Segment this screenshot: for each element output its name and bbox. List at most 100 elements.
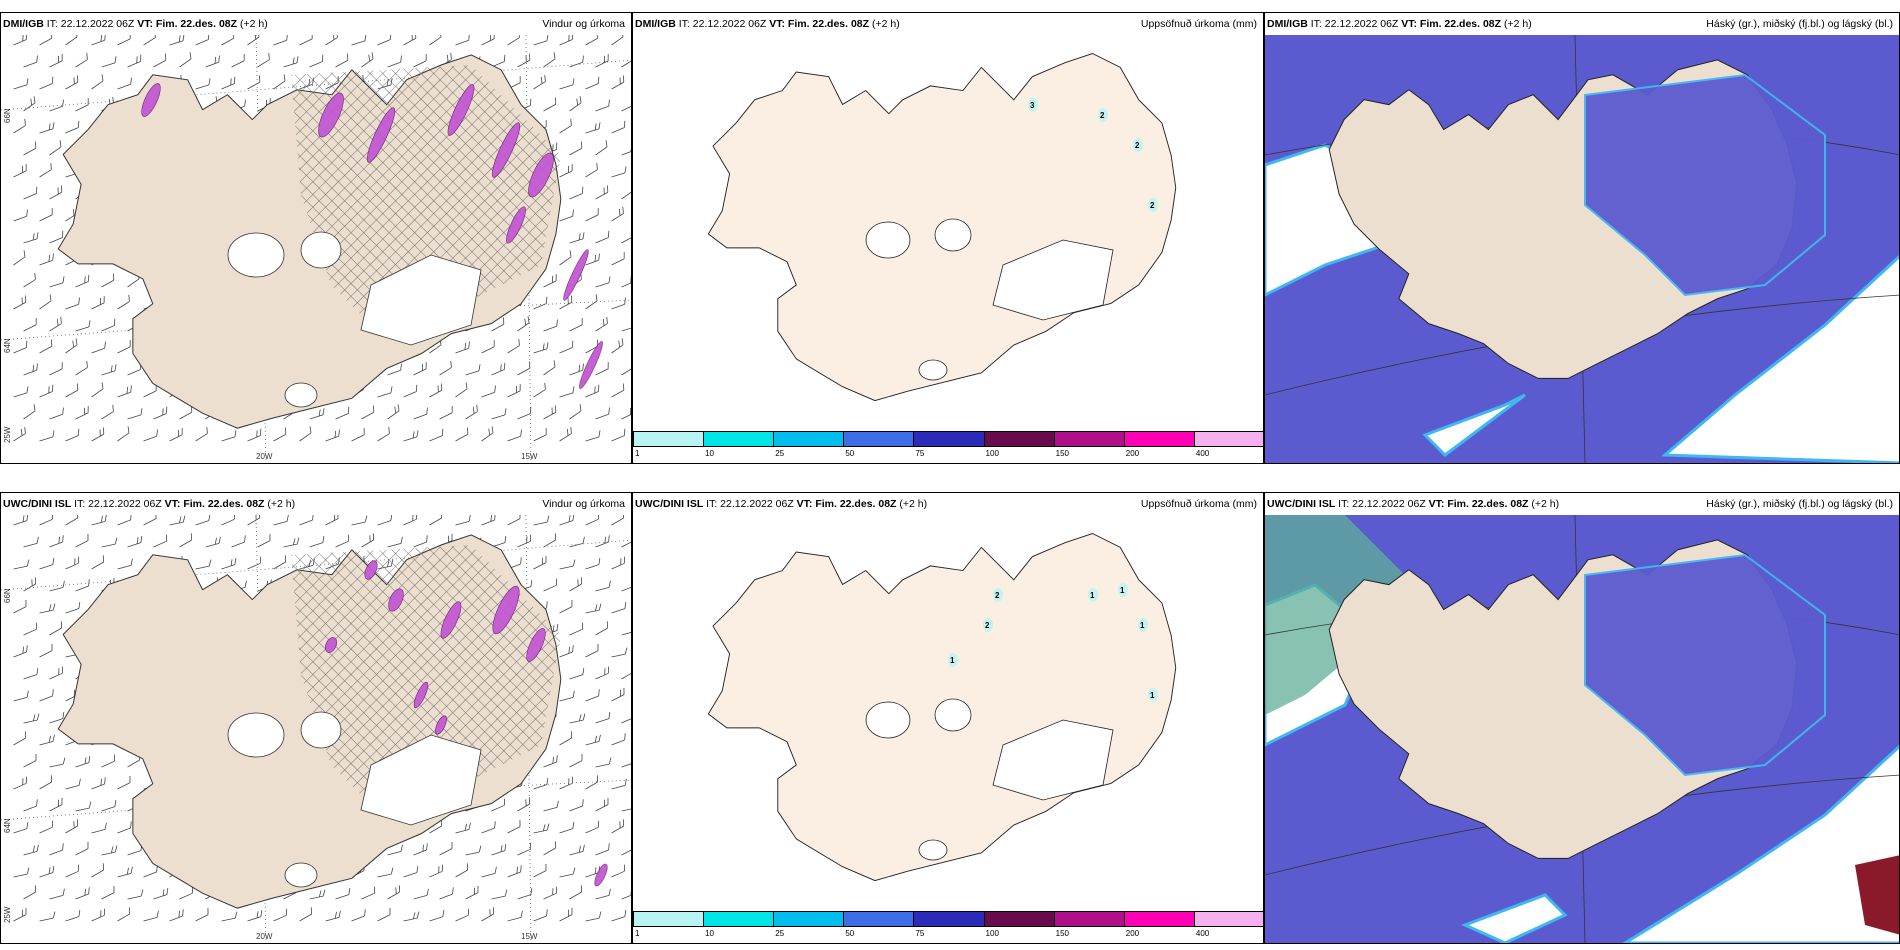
accum-value-label: 1: [950, 656, 955, 665]
colorbar-tick: 400: [1195, 929, 1210, 938]
colorbar-swatch: [1193, 911, 1263, 927]
lat-label-25w: 25W: [3, 426, 12, 443]
panel-title-right: Uppsöfnuð úrkoma (mm): [1140, 498, 1257, 510]
panel-header: UWC/DINI ISL IT: 22.12.2022 06Z VT: Fim.…: [1265, 493, 1899, 515]
colorbar-tick: 200: [1125, 929, 1140, 938]
colorbar-tick: 1: [635, 929, 640, 938]
accum-value-label: 1: [1120, 586, 1125, 595]
lat-label-64n: 64N: [3, 338, 12, 353]
accum-value-label: 1: [1140, 621, 1145, 630]
colorbar-tick: 200: [1125, 449, 1140, 458]
lat-label-66n: 66N: [3, 108, 12, 123]
cloud-cover-map: [1265, 515, 1899, 943]
panel-header: UWC/DINI ISL IT: 22.12.2022 06Z VT: Fim.…: [633, 493, 1263, 515]
model-name: DMI/IGB: [635, 18, 676, 30]
colorbar-swatch: [843, 431, 915, 447]
precip-cells: [325, 560, 608, 887]
map-panel-uwc-wind: UWC/DINI ISL IT: 22.12.2022 06Z VT: Fim.…: [0, 492, 632, 944]
accum-precip-map: 2 1 1 2 1 1 1: [633, 515, 1263, 913]
low-cloud-over-land: [1584, 553, 1826, 777]
lead-time: (+2 h): [267, 498, 296, 510]
model-name: UWC/DINI ISL: [3, 498, 72, 510]
model-name: DMI/IGB: [3, 18, 44, 30]
panel-header: DMI/IGB IT: 22.12.2022 06Z VT: Fim. 22.d…: [1265, 13, 1899, 35]
panel-title-left: UWC/DINI ISL IT: 22.12.2022 06Z VT: Fim.…: [1267, 493, 1559, 515]
model-name: UWC/DINI ISL: [635, 498, 704, 510]
colorbar-tick: 50: [845, 449, 855, 458]
colorbar-tick: 1: [635, 449, 640, 458]
colorbar-tick: 75: [915, 929, 925, 938]
init-time: IT: 22.12.2022 06Z: [74, 498, 162, 510]
colorbar-tick: 150: [1055, 929, 1070, 938]
init-time: IT: 22.12.2022 06Z: [678, 18, 767, 30]
colorbar-tick: 10: [705, 929, 715, 938]
model-name: DMI/IGB: [1267, 18, 1308, 30]
glaciers: [865, 698, 1114, 861]
lead-time: (+2 h): [1531, 498, 1560, 510]
panel-title-left: DMI/IGB IT: 22.12.2022 06Z VT: Fim. 22.d…: [3, 13, 268, 35]
panel-title-left: UWC/DINI ISL IT: 22.12.2022 06Z VT: Fim.…: [3, 493, 295, 515]
panel-header: UWC/DINI ISL IT: 22.12.2022 06Z VT: Fim.…: [1, 493, 631, 515]
valid-time: VT: Fim. 22.des. 08Z: [769, 18, 870, 30]
panel-title-right: Vindur og úrkoma: [542, 18, 625, 30]
panel-title-left: DMI/IGB IT: 22.12.2022 06Z VT: Fim. 22.d…: [1267, 13, 1532, 35]
colorbar-tick: 50: [845, 929, 855, 938]
colorbar: 1 10 25 50 75 100 150 200 400: [633, 431, 1263, 463]
precip-hatch: [291, 545, 561, 815]
colorbar-swatch: [1193, 431, 1263, 447]
colorbar-tick: 75: [915, 449, 925, 458]
colorbar: 1 10 25 50 75 100 150 200 400: [633, 911, 1263, 943]
colorbar-tick: 25: [775, 449, 785, 458]
lead-time: (+2 h): [899, 498, 928, 510]
map-panel-dmi-wind: DMI/IGB IT: 22.12.2022 06Z VT: Fim. 22.d…: [0, 12, 632, 464]
colorbar-swatch: [633, 911, 705, 927]
accum-value-label: 2: [1135, 141, 1140, 150]
colorbar-tick: 100: [985, 929, 999, 938]
init-time: IT: 22.12.2022 06Z: [706, 498, 794, 510]
accum-value-label: 2: [1150, 201, 1155, 210]
colorbar-swatch: [773, 911, 845, 927]
accum-value-label: 2: [995, 591, 1000, 600]
panel-title-right: Uppsöfnuð úrkoma (mm): [1140, 18, 1257, 30]
colorbar-tick: 150: [1055, 449, 1070, 458]
colorbar-tick: 100: [985, 449, 999, 458]
init-time: IT: 22.12.2022 06Z: [46, 18, 135, 30]
colorbar-swatch: [1053, 431, 1125, 447]
cloud-cover-map: [1265, 35, 1899, 463]
panel-title-left: UWC/DINI ISL IT: 22.12.2022 06Z VT: Fim.…: [635, 493, 927, 515]
colorbar-tick: 25: [775, 929, 785, 938]
model-name: UWC/DINI ISL: [1267, 498, 1336, 510]
colorbar-swatch: [913, 911, 985, 927]
colorbar-swatch: [703, 911, 775, 927]
glaciers: [227, 231, 482, 408]
map-panel-dmi-cloud: DMI/IGB IT: 22.12.2022 06Z VT: Fim. 22.d…: [1264, 12, 1900, 464]
colorbar-swatch: [773, 431, 845, 447]
lon-label-15w: 15W: [521, 452, 538, 461]
init-time: IT: 22.12.2022 06Z: [1310, 18, 1399, 30]
panel-header: DMI/IGB IT: 22.12.2022 06Z VT: Fim. 22.d…: [633, 13, 1263, 35]
lead-time: (+2 h): [239, 18, 268, 30]
colorbar-swatch: [1053, 911, 1125, 927]
panel-title-right: Háský (gr.), miðský (fj.bl.) og lágský (…: [1706, 18, 1893, 30]
low-cloud-over-land: [1584, 73, 1826, 297]
lon-label-20w: 20W: [256, 932, 273, 941]
colorbar-swatch: [633, 431, 705, 447]
accum-value-label: 2: [985, 621, 990, 630]
accum-precip-map: 3 2 2 2: [633, 35, 1263, 433]
panel-title-right: Vindur og úrkoma: [542, 498, 625, 510]
panel-header: DMI/IGB IT: 22.12.2022 06Z VT: Fim. 22.d…: [1, 13, 631, 35]
colorbar-tick: 10: [705, 449, 715, 458]
colorbar-swatch: [983, 431, 1055, 447]
glaciers: [227, 711, 482, 888]
panel-title-right: Háský (gr.), miðský (fj.bl.) og lágský (…: [1706, 498, 1893, 510]
precip-hatch: [291, 65, 561, 335]
colorbar-swatch: [1123, 431, 1195, 447]
valid-time: VT: Fim. 22.des. 08Z: [164, 498, 265, 510]
colorbar-swatch: [703, 431, 775, 447]
lat-label-66n: 66N: [3, 588, 12, 603]
valid-time: VT: Fim. 22.des. 08Z: [137, 18, 238, 30]
glaciers: [865, 218, 1114, 381]
valid-time: VT: Fim. 22.des. 08Z: [1401, 18, 1502, 30]
lon-label-15w: 15W: [521, 932, 538, 941]
colorbar-tick: 400: [1195, 449, 1210, 458]
